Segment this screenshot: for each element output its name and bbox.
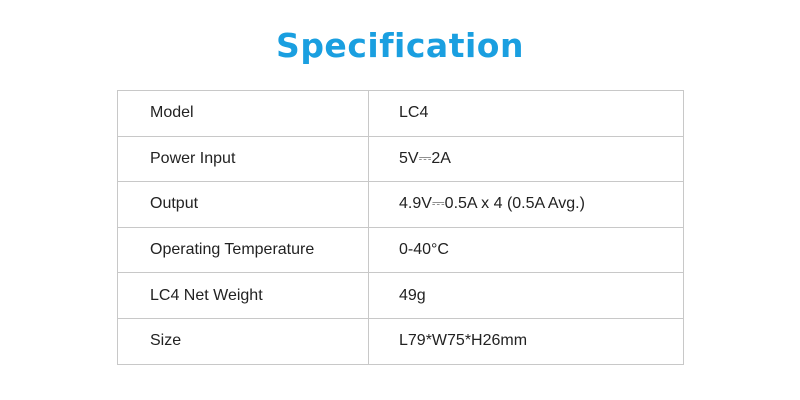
spec-label: LC4 Net Weight: [117, 272, 369, 319]
table-row: Power Input 5V⎓2A: [117, 135, 684, 183]
spec-value: 49g: [368, 272, 684, 319]
spec-value: 0-40°C: [368, 226, 684, 274]
spec-label: Output: [117, 181, 369, 228]
table-row: Model LC4: [117, 90, 684, 137]
spec-label: Model: [117, 90, 369, 137]
spec-label: Operating Temperature: [117, 226, 369, 274]
spec-label: Size: [117, 317, 369, 365]
spec-value: LC4: [368, 90, 684, 137]
table-row: Operating Temperature 0-40°C: [117, 226, 684, 274]
table-row: LC4 Net Weight 49g: [117, 272, 684, 319]
table-row: Output 4.9V⎓0.5A x 4 (0.5A Avg.): [117, 181, 684, 228]
spec-label: Power Input: [117, 135, 369, 183]
spec-table: Model LC4 Power Input 5V⎓2A Output 4.9V⎓0.5…: [117, 90, 684, 365]
spec-value: 5V⎓2A: [368, 135, 684, 183]
page-title: Specification: [276, 26, 524, 65]
spec-value: L79*W75*H26mm: [368, 317, 684, 365]
table-row: Size L79*W75*H26mm: [117, 317, 684, 365]
spec-value: 4.9V⎓0.5A x 4 (0.5A Avg.): [368, 181, 684, 228]
